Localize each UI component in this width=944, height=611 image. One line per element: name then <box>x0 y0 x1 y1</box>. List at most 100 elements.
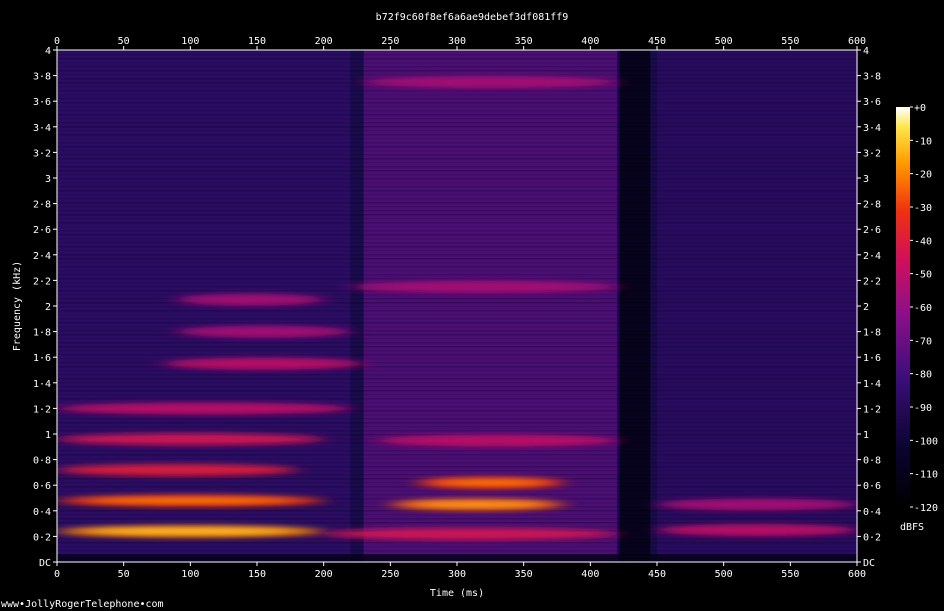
noise-line <box>57 162 857 164</box>
noise-line <box>57 494 857 496</box>
y-tick-label: 0·2 <box>863 532 881 543</box>
colorbar-axis: +0 -10 -20 -30 -40 -50 -60 -70 -80 -90 -100 -110 -12… <box>910 103 938 514</box>
noise-line <box>57 558 857 560</box>
colorbar-tick-label: -10 <box>914 136 932 147</box>
noise-line <box>57 426 857 428</box>
noise-line <box>57 194 857 196</box>
noise-line <box>57 410 857 412</box>
y-tick-label: 0·2 <box>33 532 51 543</box>
noise-line <box>57 294 857 296</box>
noise-line <box>57 402 857 404</box>
y-tick-label: 2·6 <box>863 225 881 236</box>
x-tick-label: 350 <box>515 569 533 580</box>
noise-line <box>57 238 857 240</box>
noise-line <box>57 122 857 124</box>
colorbar-label: dBFS <box>900 522 924 533</box>
noise-line <box>57 150 857 152</box>
formant-band <box>177 293 324 306</box>
noise-line <box>57 362 857 364</box>
spectrogram-area <box>57 50 857 562</box>
y-axis-label: Frequency (kHz) <box>12 261 23 351</box>
noise-line <box>57 174 857 176</box>
formant-band <box>57 402 351 415</box>
noise-line <box>57 62 857 64</box>
y-tick-label: 2·2 <box>863 276 881 287</box>
noise-line <box>57 270 857 272</box>
formant-band <box>163 357 364 370</box>
noise-line <box>57 526 857 528</box>
y-tick-label: DC <box>39 558 51 569</box>
x-tick-label: 550 <box>781 36 799 47</box>
noise-line <box>57 114 857 116</box>
y-tick-label: 2 <box>863 302 869 313</box>
x-tick-label: 50 <box>118 569 130 580</box>
noise-line <box>57 102 857 104</box>
noise-line <box>57 310 857 312</box>
noise-line <box>57 454 857 456</box>
noise-line <box>57 338 857 340</box>
y-tick-label: 0·8 <box>863 456 881 467</box>
x-tick-label: 100 <box>181 36 199 47</box>
noise-line <box>57 98 857 100</box>
noise-line <box>57 118 857 120</box>
noise-line <box>57 130 857 132</box>
noise-line <box>57 226 857 228</box>
noise-line <box>57 50 857 52</box>
y-tick-label: 4 <box>45 46 51 57</box>
y-tick-label: 1·4 <box>33 379 51 390</box>
energy-region <box>657 50 857 562</box>
formant-band <box>177 325 351 338</box>
y-tick-label: 0·6 <box>33 481 51 492</box>
x-tick-label: 600 <box>848 36 866 47</box>
noise-line <box>57 550 857 552</box>
y-tick-label: 0·8 <box>33 456 51 467</box>
x-axis-bottom: 0 50 100 150 200 250 300 350 400 450 500 550 600 <box>54 562 866 580</box>
x-tick-label: 200 <box>315 569 333 580</box>
x-tick-label: 350 <box>515 36 533 47</box>
noise-line <box>57 398 857 400</box>
formant-band <box>657 524 857 536</box>
colorbar-tick-label: -40 <box>914 236 932 247</box>
x-tick-label: 500 <box>715 569 733 580</box>
formant-band <box>377 434 617 447</box>
noise-line <box>57 514 857 516</box>
noise-line <box>57 138 857 140</box>
x-tick-label: 400 <box>581 36 599 47</box>
noise-line <box>57 458 857 460</box>
noise-line <box>57 110 857 112</box>
y-tick-label: 3·6 <box>33 97 51 108</box>
noise-line <box>57 70 857 72</box>
x-tick-label: 250 <box>381 36 399 47</box>
formant-band <box>57 463 297 476</box>
noise-line <box>57 318 857 320</box>
x-tick-label: 100 <box>181 569 199 580</box>
dc-region <box>57 554 857 562</box>
colorbar-tick-label: -100 <box>914 436 938 447</box>
formant-band <box>350 280 617 293</box>
y-tick-label: 1·2 <box>863 404 881 415</box>
y-tick-label: 2·6 <box>33 225 51 236</box>
x-tick-label: 50 <box>118 36 130 47</box>
y-tick-label: 1 <box>863 430 869 441</box>
noise-line <box>57 242 857 244</box>
y-tick-label: 2·8 <box>33 200 51 211</box>
noise-line <box>57 394 857 396</box>
noise-line <box>57 306 857 308</box>
noise-line <box>57 322 857 324</box>
noise-line <box>57 386 857 388</box>
noise-line <box>57 370 857 372</box>
noise-line <box>57 266 857 268</box>
x-tick-label: 150 <box>248 569 266 580</box>
x-tick-label: 500 <box>715 36 733 47</box>
colorbar-tick-label: -90 <box>914 403 932 414</box>
noise-line <box>57 94 857 96</box>
silence-gap <box>619 50 651 562</box>
y-tick-label: 3·4 <box>863 123 881 134</box>
colorbar-tick-label: -70 <box>914 336 932 347</box>
y-tick-label: 0·4 <box>33 507 51 518</box>
noise-line <box>57 334 857 336</box>
y-tick-label: 3·8 <box>863 72 881 83</box>
noise-line <box>57 342 857 344</box>
y-tick-label: 3·2 <box>863 148 881 159</box>
x-tick-label: 300 <box>448 569 466 580</box>
